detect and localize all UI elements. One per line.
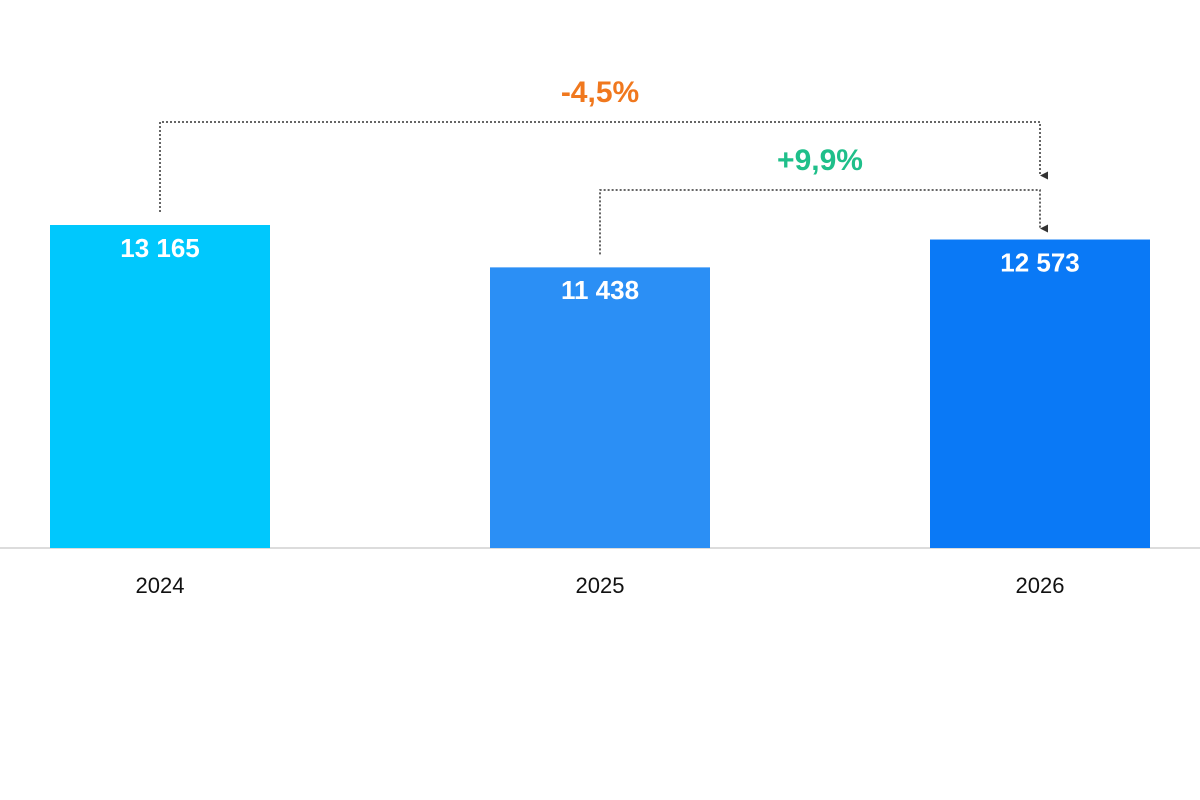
value-label: 12 573 <box>1000 247 1080 277</box>
x-tick-label: 2026 <box>1016 573 1065 598</box>
value-label: 13 165 <box>120 233 200 263</box>
change-bracket <box>159 121 1048 212</box>
change-label: +9,9% <box>777 144 863 177</box>
x-tick-label: 2024 <box>136 573 185 598</box>
bar <box>50 225 270 548</box>
x-tick-label: 2025 <box>576 573 625 598</box>
bar <box>930 239 1150 548</box>
change-bracket <box>599 189 1048 255</box>
value-label: 11 438 <box>561 275 639 305</box>
bar <box>490 267 710 548</box>
change-label: -4,5% <box>561 76 639 109</box>
